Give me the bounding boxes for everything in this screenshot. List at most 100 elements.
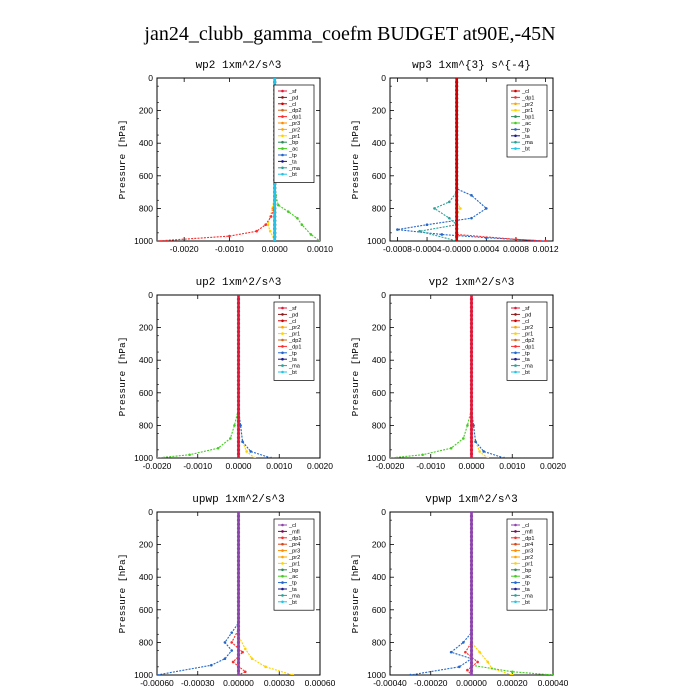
series-group: [157, 512, 295, 675]
series-point-dp1: [157, 239, 159, 241]
panel-1: wp2 1xm^2/s^3 Pressure [hPa] 0 200 400 600 800…: [117, 60, 333, 254]
series-point-ac: [287, 210, 290, 213]
series-point-tp: [474, 440, 477, 444]
series-point-cl: [455, 100, 459, 105]
legend-marker: [281, 96, 284, 99]
series-point-sf: [469, 378, 474, 383]
x-tick-label: -0.0020: [143, 461, 172, 471]
legend-marker: [281, 594, 284, 597]
series-point-tp: [223, 641, 227, 644]
series-point-sf: [236, 334, 241, 338]
y-tick-label: 200: [139, 540, 153, 550]
legend-label: _tp: [288, 581, 297, 587]
legend-label: _bp: [288, 140, 298, 146]
series-point-sf: [469, 395, 474, 399]
series-point-cl_purple: [469, 522, 474, 526]
x-tick-label: 0.00060: [305, 678, 336, 688]
legend-label: _tp: [288, 153, 297, 159]
series-point-cl_purple: [236, 648, 241, 653]
x-tick-label: 0.0012: [533, 244, 559, 254]
series-point-sf: [236, 317, 241, 322]
series-point-cl: [455, 190, 459, 194]
legend-marker: [514, 121, 517, 125]
legend-marker: [281, 549, 284, 552]
series-point-cl_purple: [236, 559, 241, 563]
legend-box: [506, 518, 548, 611]
series-point-cl_purple: [469, 571, 474, 575]
legend-marker: [281, 115, 284, 118]
legend-marker: [281, 89, 284, 93]
series-point-sf: [236, 346, 241, 350]
x-tick-label: 0.00030: [264, 678, 295, 688]
y-tick-label: 0: [148, 73, 153, 83]
y-tick-label: 1000: [134, 453, 153, 463]
series-point-sf: [469, 440, 474, 444]
series-point-sf: [469, 330, 474, 334]
series-line-ma: [419, 78, 458, 241]
legend-label: _ta: [521, 357, 531, 363]
legend-marker: [514, 530, 517, 533]
legend-label: _tp: [288, 351, 297, 357]
series-point-sf: [469, 366, 474, 370]
legend-marker: [514, 587, 517, 591]
series-point-ac: [449, 446, 453, 450]
series-point-cl_purple: [469, 559, 474, 563]
panel-title: upwp 1xm^2/s^3: [192, 494, 284, 506]
series-point-cl_purple: [469, 648, 474, 653]
series-point-tp: [409, 673, 412, 675]
legend: _cl_dp1_pr2_pr1_bp1_ac_tp_ta_ma_bt: [506, 84, 548, 158]
panel-4: vp2 1xm^2/s^3 Pressure [hPa] 0 200 400 600 800…: [350, 277, 566, 471]
series-point-dp1: [255, 229, 258, 233]
series-point-cl: [455, 104, 459, 109]
y-tick-label: 600: [139, 388, 153, 398]
y-tick-label: 400: [139, 572, 153, 582]
series-point-cl_purple: [469, 644, 474, 649]
series-point-sf: [469, 448, 474, 452]
legend-label: _dp1: [288, 344, 301, 350]
legend-box: [273, 301, 315, 381]
series-line-tp: [397, 78, 546, 241]
series-line-tp: [470, 295, 505, 458]
y-tick-label: 200: [139, 323, 153, 333]
legend-label: _dp1: [521, 536, 534, 542]
series-point-cl: [455, 223, 459, 227]
series-point-cl_purple: [236, 514, 241, 518]
series-point-ac: [296, 216, 299, 220]
legend-marker: [281, 351, 284, 355]
series-point-tp: [269, 456, 273, 458]
legend-marker: [514, 357, 517, 361]
series-point-cl: [455, 206, 459, 210]
series-point-tp: [425, 223, 429, 226]
series-point-tp: [249, 450, 253, 453]
series-point-tp: [230, 631, 234, 634]
legend-label: _tp: [521, 581, 530, 587]
legend-marker: [281, 102, 284, 106]
legend-label: _bt: [288, 600, 297, 606]
series-point-cl: [455, 219, 459, 223]
series-point-cl_purple: [469, 624, 474, 628]
series-point-ac: [466, 424, 469, 427]
legend-label: _ma: [288, 166, 301, 172]
legend-label: _pr4: [288, 542, 300, 548]
series-point-sf: [469, 301, 474, 305]
y-tick-label: 1000: [134, 670, 153, 680]
y-tick-label: 200: [139, 106, 153, 116]
series-point-sf: [236, 321, 241, 326]
series-point-cl_purple: [469, 653, 474, 657]
y-tick-label: 800: [372, 203, 386, 213]
series-point-bt: [273, 186, 277, 190]
series-point-cl_purple: [236, 587, 241, 592]
series-group: [390, 295, 506, 458]
x-tick-label: -0.0000: [442, 244, 471, 254]
series-point-sf: [236, 338, 241, 342]
legend-marker: [514, 313, 517, 316]
series-point-sf: [236, 370, 241, 375]
y-axis-label: Pressure [hPa]: [350, 337, 361, 417]
legend: _sf_pd_cl_dp2_dp1_pr3_pr2_pr1_bp_ac_tp_t…: [273, 84, 315, 183]
series-point-cl_purple: [469, 669, 474, 673]
series-point-cl_purple: [469, 657, 474, 661]
y-axis-label: Pressure [hPa]: [350, 120, 361, 200]
x-tick-label: 0.0020: [540, 461, 566, 471]
legend-label: _dp2: [288, 338, 301, 344]
series-point-sf: [236, 387, 241, 391]
